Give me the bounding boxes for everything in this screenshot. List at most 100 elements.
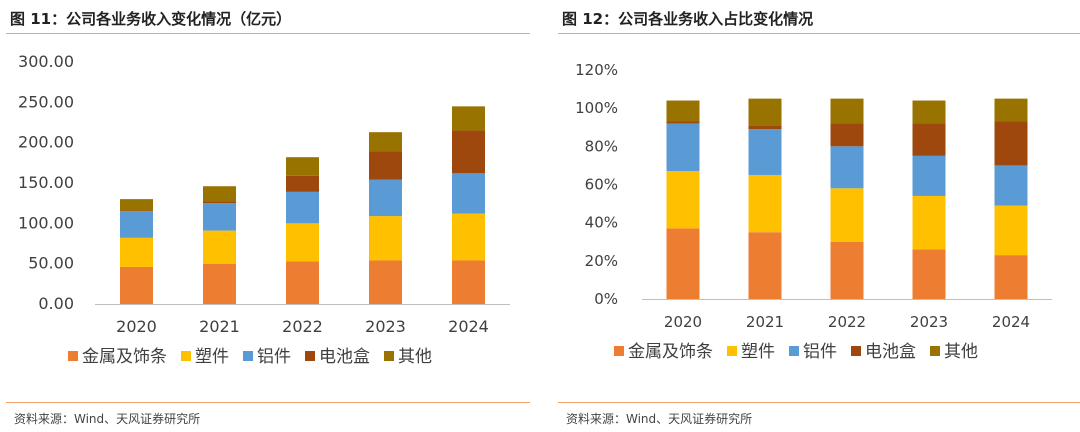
- bar-segment: [369, 132, 402, 152]
- bar-segment: [912, 249, 946, 299]
- chart-panel-revenue: 图 11：公司各业务收入变化情况（亿元） 0.00 50.00 100.00 150.…: [0, 0, 530, 432]
- bar-segment: [912, 123, 946, 156]
- bar-segment: [912, 195, 946, 250]
- legend-label: 铝件: [257, 347, 291, 367]
- source-divider: [6, 402, 530, 403]
- legend-swatch: [305, 351, 315, 361]
- bar-segment: [994, 98, 1028, 122]
- bar-segment: [369, 151, 402, 180]
- legend-label: 其他: [944, 342, 978, 362]
- bar-segment: [994, 205, 1028, 256]
- legend-label: 其他: [398, 347, 432, 367]
- bar-segment: [203, 201, 236, 204]
- y-tick-label: 50.00: [28, 254, 74, 273]
- x-tick-label: 2022: [828, 313, 866, 331]
- y-tick-label: 200.00: [18, 133, 74, 152]
- y-tick-label: 80%: [585, 137, 618, 155]
- bar-segment: [286, 223, 319, 262]
- bar-segment: [666, 121, 700, 124]
- bar-segment: [994, 255, 1028, 299]
- y-tick-label: 100%: [575, 99, 618, 117]
- y-tick-label: 150.00: [18, 173, 74, 192]
- x-tick-label: 2020: [664, 313, 702, 331]
- bar-segment: [912, 155, 946, 196]
- revenue-stacked-bar-chart: 0.00 50.00 100.00 150.00 200.00 250.00 300.00 2…: [18, 52, 510, 367]
- bar-segment: [452, 130, 485, 174]
- bar-segment: [120, 199, 153, 211]
- x-tick-label: 2021: [199, 317, 240, 336]
- x-tick-label: 2022: [282, 317, 323, 336]
- bar-segment: [369, 260, 402, 304]
- bar-segment: [830, 98, 864, 124]
- x-tick-label: 2023: [365, 317, 406, 336]
- legend-label: 塑件: [741, 342, 775, 362]
- source-divider: [558, 402, 1080, 403]
- bar-segment: [120, 266, 153, 304]
- legend-swatch: [614, 346, 624, 356]
- bar-segment: [830, 146, 864, 189]
- x-tick-label: 2021: [746, 313, 784, 331]
- y-tick-label: 100.00: [18, 213, 74, 232]
- bar-segment: [666, 171, 700, 229]
- legend-label: 塑件: [195, 347, 229, 367]
- bar-segment: [120, 237, 153, 267]
- bar-segment: [286, 261, 319, 304]
- legend-label: 金属及饰条: [82, 347, 167, 367]
- bar-segment: [912, 100, 946, 124]
- bar-segment: [286, 191, 319, 224]
- share-stacked-bar-chart: 0% 20% 40% 60% 80% 100% 120% 2020 2021 2022 2023 20…: [575, 61, 1052, 362]
- bar-segment: [666, 228, 700, 299]
- legend-label: 金属及饰条: [628, 342, 713, 362]
- bar-segment: [203, 263, 236, 304]
- x-tick-label: 2020: [116, 317, 157, 336]
- y-tick-label: 300.00: [18, 52, 74, 71]
- y-tick-label: 0.00: [38, 294, 74, 313]
- chart-panel-share: 图 12：公司各业务收入占比变化情况 0% 20% 40% 60% 80% 100% 120…: [552, 0, 1080, 432]
- bar-segment: [120, 210, 153, 212]
- bar-segment: [286, 157, 319, 176]
- y-tick-label: 60%: [585, 176, 618, 194]
- legend-swatch: [243, 351, 253, 361]
- bar-segment: [286, 175, 319, 192]
- legend-swatch: [930, 346, 940, 356]
- x-tick-label: 2024: [448, 317, 489, 336]
- title-divider: [6, 33, 530, 34]
- x-tick-label: 2024: [992, 313, 1030, 331]
- bar-segment: [748, 232, 782, 299]
- legend-label: 电池盒: [865, 342, 916, 362]
- bar-segment: [994, 121, 1028, 166]
- legend-swatch: [384, 351, 394, 361]
- bar-segment: [666, 100, 700, 122]
- bar-segment: [748, 129, 782, 175]
- legend-swatch: [789, 346, 799, 356]
- legend-swatch: [727, 346, 737, 356]
- chart-title-share: 图 12：公司各业务收入占比变化情况: [562, 10, 814, 28]
- bar-segment: [203, 230, 236, 264]
- source-note: 资料来源：Wind、天风证券研究所: [14, 412, 201, 426]
- y-tick-label: 250.00: [18, 92, 74, 111]
- bar-segment: [830, 241, 864, 299]
- bar-segment: [994, 165, 1028, 206]
- y-tick-label: 40%: [585, 214, 618, 232]
- bar-segment: [830, 188, 864, 242]
- bar-segment: [452, 106, 485, 131]
- bar-segment: [666, 123, 700, 172]
- legend-swatch: [68, 351, 78, 361]
- legend-swatch: [851, 346, 861, 356]
- bar-segment: [452, 260, 485, 304]
- legend-label: 电池盒: [319, 347, 370, 367]
- bar-segment: [452, 173, 485, 214]
- chart-title-revenue: 图 11：公司各业务收入变化情况（亿元）: [10, 10, 292, 28]
- bar-segment: [369, 179, 402, 217]
- bar-segment: [203, 203, 236, 231]
- bar-segment: [830, 123, 864, 147]
- y-tick-label: 120%: [575, 61, 618, 79]
- bar-segment: [748, 174, 782, 233]
- legend-swatch: [181, 351, 191, 361]
- title-divider: [558, 33, 1080, 34]
- y-tick-label: 20%: [585, 252, 618, 270]
- bar-segment: [748, 98, 782, 126]
- source-note: 资料来源：Wind、天风证券研究所: [566, 412, 753, 426]
- bar-segment: [748, 125, 782, 130]
- legend-label: 铝件: [803, 342, 837, 362]
